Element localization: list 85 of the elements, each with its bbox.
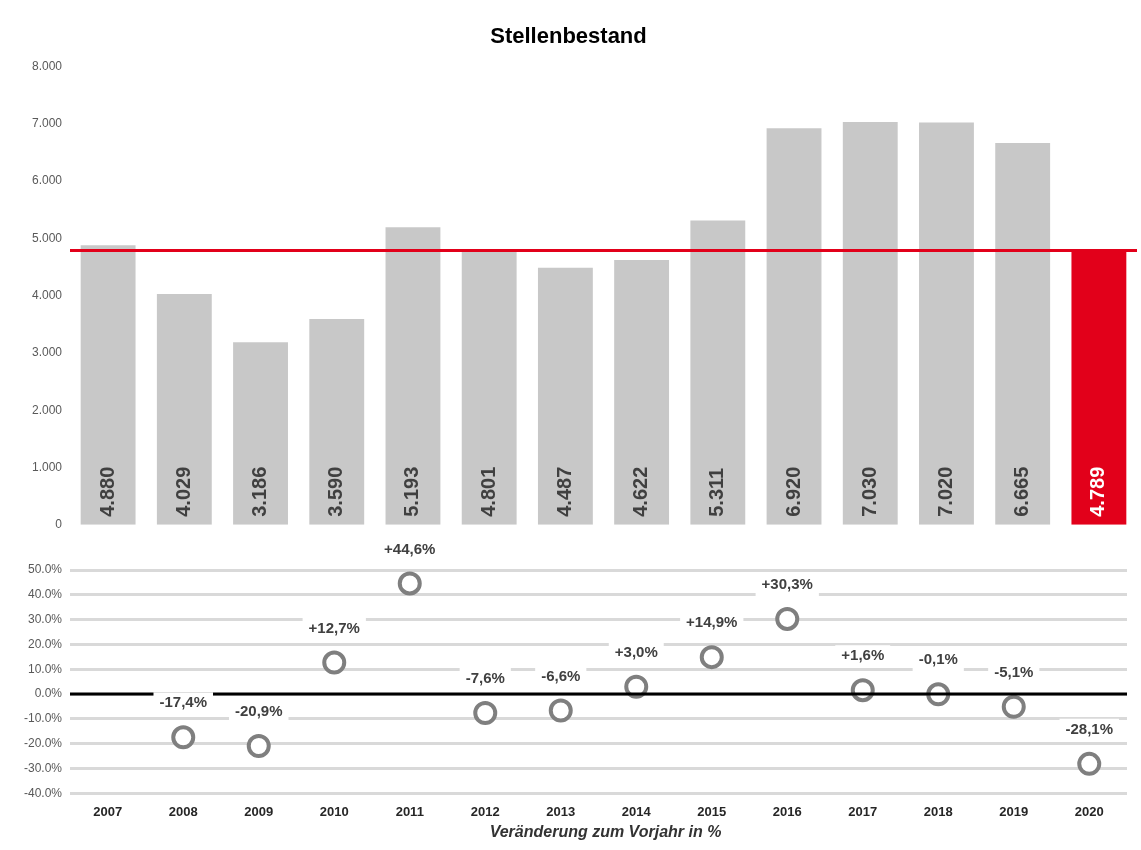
point — [246, 733, 271, 758]
data-label: 4.487 — [552, 466, 575, 517]
x-tick-label: 2011 — [395, 803, 424, 819]
point — [548, 698, 573, 723]
y-tick-label: -30.0% — [23, 760, 63, 775]
data-label: -7,6% — [465, 669, 505, 687]
point — [775, 606, 800, 631]
data-label: -5,1% — [994, 662, 1034, 680]
data-label: 7.020 — [933, 466, 956, 517]
point — [397, 571, 422, 596]
y-tick-label: 30.0% — [27, 611, 63, 626]
bar — [766, 128, 822, 525]
y-tick-label: 1.000 — [31, 459, 63, 474]
data-label: -28,1% — [1065, 720, 1114, 737]
x-tick-label: 2008 — [168, 803, 198, 819]
y-tick-label: 50.0% — [27, 562, 63, 577]
point — [473, 700, 498, 725]
x-tick-label: 2007 — [93, 803, 123, 819]
x-tick-label: 2020 — [1074, 803, 1104, 819]
x-tick-label: 2012 — [470, 803, 500, 819]
data-label: 4.880 — [95, 466, 118, 517]
bar — [80, 245, 136, 525]
bar — [995, 142, 1051, 525]
x-tick-label: 2013 — [546, 803, 576, 819]
data-label: 6.920 — [781, 466, 804, 517]
point — [171, 725, 196, 750]
y-tick-label: 6.000 — [31, 173, 63, 188]
data-label: 4.789 — [1086, 466, 1109, 517]
data-label: +1,6% — [841, 646, 885, 664]
data-label: +14,9% — [686, 613, 738, 631]
data-label: 5.193 — [400, 466, 423, 517]
x-tick-label: 2016 — [772, 803, 802, 819]
y-tick-label: 8.000 — [31, 58, 63, 73]
chart-title: Stellenbestand — [490, 23, 647, 49]
bar — [461, 249, 517, 525]
data-label: 3.186 — [248, 466, 271, 517]
y-tick-label: 4.000 — [31, 287, 63, 302]
y-tick-label: 40.0% — [27, 587, 63, 602]
point — [1001, 694, 1026, 719]
y-tick-label: 3.000 — [31, 345, 63, 360]
bar — [309, 319, 365, 525]
bar — [919, 122, 974, 525]
bar — [842, 121, 898, 525]
data-label: -20,9% — [234, 702, 283, 720]
bar — [614, 259, 670, 525]
data-label: 4.029 — [171, 466, 194, 517]
point — [699, 645, 724, 670]
y-tick-label: 5.000 — [31, 230, 63, 245]
data-label: 6.665 — [1010, 466, 1033, 517]
data-label: 4.801 — [476, 466, 499, 517]
x-axis-title: Veränderung zum Vorjahr in % — [488, 823, 723, 842]
bar — [385, 227, 441, 525]
point — [322, 650, 347, 675]
data-label: -0,1% — [918, 650, 958, 668]
bar — [537, 267, 593, 525]
data-label: +3,0% — [614, 642, 658, 660]
y-tick-label: 10.0% — [27, 661, 63, 676]
y-tick-label: -40.0% — [23, 785, 63, 800]
data-label: +44,6% — [384, 539, 436, 557]
point — [1077, 751, 1102, 776]
y-tick-label: 2.000 — [31, 402, 63, 417]
data-label: -17,4% — [159, 693, 208, 711]
bar — [156, 293, 212, 525]
x-tick-label: 2015 — [697, 803, 727, 819]
bar — [233, 342, 288, 525]
y-tick-label: 20.0% — [27, 636, 63, 651]
y-tick-label: -10.0% — [23, 711, 63, 726]
x-tick-label: 2010 — [319, 803, 349, 819]
y-tick-label: -20.0% — [23, 736, 63, 751]
data-label: -6,6% — [541, 666, 581, 684]
data-label: +12,7% — [308, 618, 360, 636]
x-tick-label: 2018 — [923, 803, 953, 819]
x-tick-label: 2019 — [999, 803, 1029, 819]
x-tick-label: 2014 — [621, 803, 652, 819]
x-tick-label: 2009 — [244, 803, 274, 819]
data-label: 5.311 — [705, 467, 728, 517]
bar — [690, 220, 746, 525]
data-label: 7.030 — [857, 466, 880, 517]
y-tick-label: 0 — [55, 517, 63, 532]
y-tick-label: 7.000 — [31, 116, 63, 131]
data-label: 3.590 — [324, 466, 347, 517]
y-tick-label: 0.0% — [34, 686, 63, 701]
x-tick-label: 2017 — [848, 803, 878, 819]
data-label: 4.622 — [629, 466, 652, 517]
data-label: +30,3% — [761, 575, 813, 593]
